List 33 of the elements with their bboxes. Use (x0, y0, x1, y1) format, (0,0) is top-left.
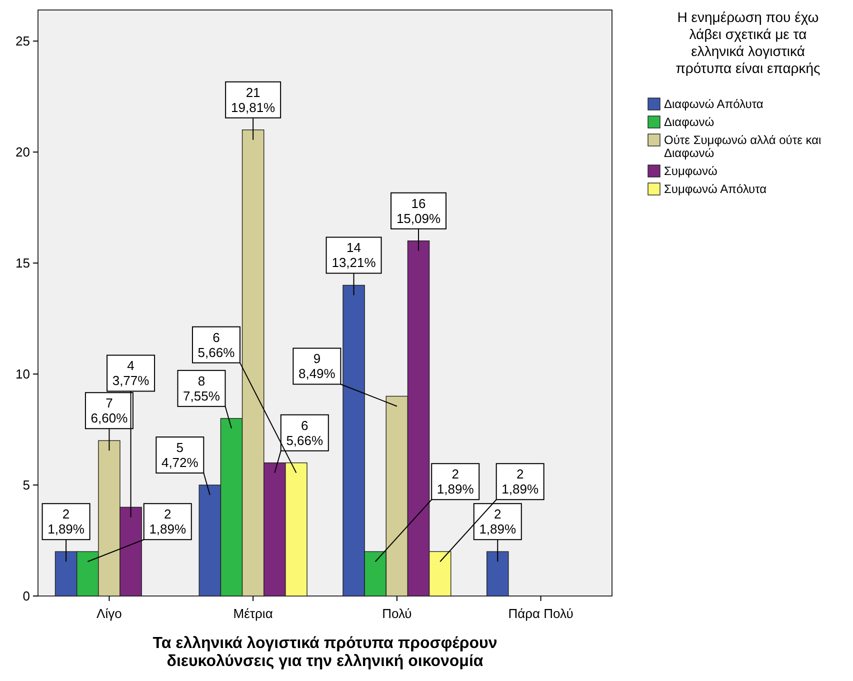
data-label: 14 13,21% (332, 240, 376, 270)
y-tick-label: 20 (16, 144, 30, 160)
data-label: 2 1,89% (48, 506, 85, 537)
data-label: 2 1,89% (149, 506, 186, 537)
x-tick-label: Λίγο (96, 606, 122, 621)
data-label: 6 5,66% (198, 330, 236, 360)
data-label: 9 8,49% (298, 351, 336, 382)
data-label: 8 7,55% (183, 373, 220, 404)
data-label: 7 6,60% (90, 396, 128, 426)
y-tick-label: 0 (22, 588, 30, 604)
data-label: 4 3,77% (112, 358, 150, 388)
data-label: 2 1,89% (436, 466, 474, 497)
y-tick-label: 10 (16, 366, 30, 382)
legend-label: Συμφωνώ Απόλυτα (664, 182, 767, 196)
data-label: 21 19,81% (231, 84, 276, 115)
legend-title: Η ενημέρωση που έχω λάβει σχετικά με τα ελληνικά λογιστικά πρότυπα είναι επαρκής (676, 9, 821, 76)
x-tick-label: Πολύ (382, 606, 412, 621)
data-label: 16 15,09% (396, 196, 441, 226)
legend-label: Διαφωνώ Απόλυτα (664, 97, 764, 111)
legend-label: Ούτε Συμφωνώ αλλά ούτε και Διαφωνώ (664, 133, 822, 160)
x-axis-title: Τα ελληνικά λογιστικά πρότυπα προσφέρουν διευκολύνσεις για την ελληνική οικονομία (152, 635, 498, 670)
data-label: 2 1,89% (479, 506, 516, 537)
x-tick-label: Πάρα Πολύ (508, 606, 574, 621)
x-tick-label: Μέτρια (233, 606, 274, 621)
y-tick-label: 25 (16, 34, 30, 49)
data-label: 5 4,72% (161, 440, 199, 470)
data-label: 6 5,66% (286, 418, 324, 448)
data-label: 2 1,89% (502, 466, 539, 497)
y-tick-label: 5 (22, 478, 30, 493)
legend-label: Συμφωνώ (664, 164, 718, 178)
bar (486, 551, 509, 596)
legend-label: Διαφωνώ (664, 115, 714, 129)
y-tick-label: 15 (16, 256, 30, 271)
